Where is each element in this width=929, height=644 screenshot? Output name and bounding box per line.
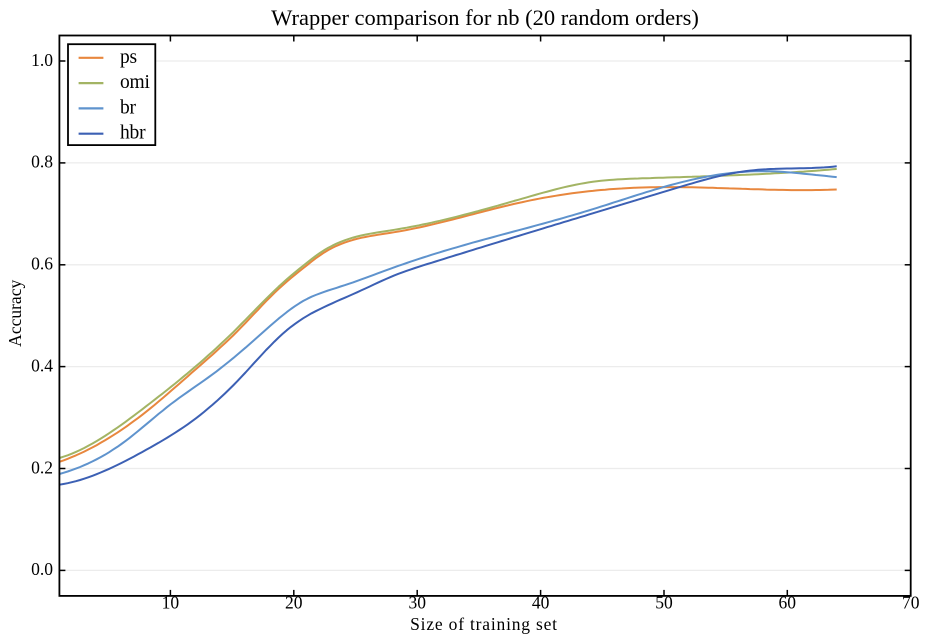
svg-text:Wrapper comparison for nb (20: Wrapper comparison for nb (20 random ord… — [271, 5, 699, 30]
svg-text:10: 10 — [162, 593, 180, 613]
svg-text:0.6: 0.6 — [31, 254, 53, 274]
svg-text:70: 70 — [902, 593, 920, 613]
svg-text:40: 40 — [532, 593, 550, 613]
svg-text:Accuracy: Accuracy — [5, 280, 25, 347]
svg-text:Size of training set: Size of training set — [410, 614, 558, 634]
svg-text:30: 30 — [408, 593, 426, 613]
svg-text:0.0: 0.0 — [31, 559, 53, 579]
svg-text:0.2: 0.2 — [31, 457, 53, 477]
svg-text:omi: omi — [120, 72, 151, 93]
svg-text:ps: ps — [120, 47, 137, 68]
svg-text:0.8: 0.8 — [31, 152, 53, 172]
svg-text:br: br — [120, 97, 137, 118]
svg-text:20: 20 — [285, 593, 303, 613]
svg-text:60: 60 — [779, 593, 797, 613]
svg-text:0.4: 0.4 — [31, 355, 53, 375]
svg-text:1.0: 1.0 — [31, 50, 53, 70]
svg-text:50: 50 — [655, 593, 673, 613]
svg-text:hbr: hbr — [120, 123, 146, 144]
